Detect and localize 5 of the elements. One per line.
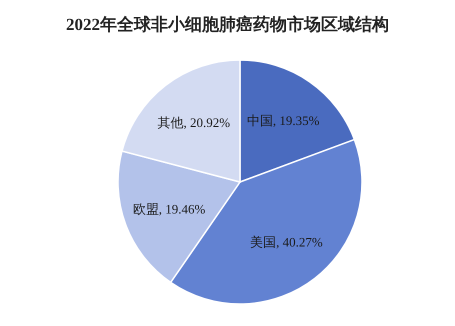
slice-label: 美国, 40.27%: [250, 234, 323, 250]
slice-label: 欧盟, 19.46%: [132, 201, 206, 216]
chart-title: 2022年全球非小细胞肺癌药物市场区域结构: [66, 15, 389, 34]
slice-label: 其他, 20.92%: [157, 115, 230, 130]
slice-label: 中国, 19.35%: [246, 112, 320, 128]
